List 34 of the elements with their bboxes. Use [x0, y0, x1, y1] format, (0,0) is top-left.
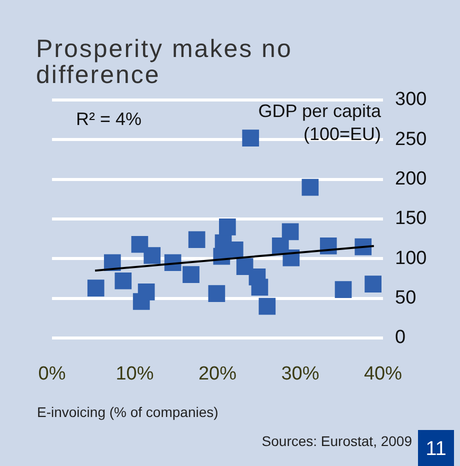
point — [131, 236, 148, 253]
y-tick-label: 0 — [395, 327, 406, 348]
y-tick-label: 50 — [395, 288, 416, 309]
point — [132, 293, 150, 310]
annotation: R² = 4% — [76, 108, 142, 129]
text: 11 — [418, 430, 454, 466]
point — [114, 272, 132, 290]
point — [242, 130, 260, 147]
point — [87, 280, 104, 296]
point — [334, 281, 352, 298]
point — [251, 278, 268, 296]
x-tick-label: 30% — [281, 364, 320, 385]
y-axis-title: GDP per capita (100=EU) — [258, 100, 382, 144]
x-tick-label: 10% — [116, 364, 154, 385]
point — [282, 223, 299, 240]
x-tick-label: 0% — [38, 364, 66, 385]
point — [182, 266, 200, 283]
point — [208, 285, 226, 302]
y-tick-label: 200 — [395, 168, 427, 190]
y-tick-label: 300 — [395, 89, 427, 110]
point — [364, 276, 382, 292]
chart-title: Prosperity makes no difference — [36, 35, 294, 89]
point — [302, 178, 319, 196]
y-tick-label: 250 — [395, 128, 427, 150]
point — [258, 298, 276, 315]
y-tick-label: 100 — [395, 248, 427, 269]
y-tick-label: 150 — [395, 208, 427, 230]
point — [144, 247, 161, 264]
x-axis-title: E-invoicing (% of companies) — [37, 404, 218, 420]
point — [188, 231, 206, 248]
point — [219, 218, 236, 236]
x-tick-label: 20% — [198, 364, 237, 385]
x-tick-label: 40% — [364, 364, 402, 385]
source-note: Sources: Eurostat, 2009 — [262, 433, 412, 449]
